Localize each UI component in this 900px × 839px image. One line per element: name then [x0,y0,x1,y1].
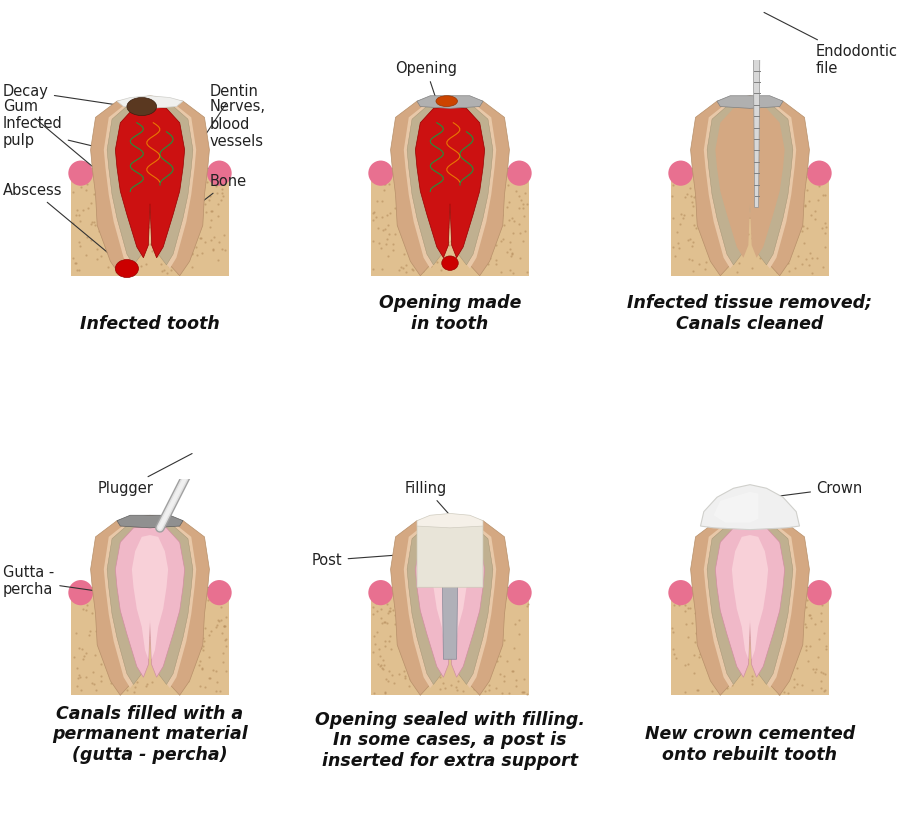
Polygon shape [104,519,196,688]
Polygon shape [442,537,458,659]
Ellipse shape [669,580,693,605]
Polygon shape [717,96,783,108]
Text: Decay: Decay [3,84,138,108]
Polygon shape [115,526,184,677]
Ellipse shape [507,580,532,605]
Text: Endodontic
file: Endodontic file [764,13,898,76]
Polygon shape [670,168,829,276]
Polygon shape [391,515,509,696]
Polygon shape [432,535,468,659]
Text: Nerves,
blood
vessels: Nerves, blood vessels [182,99,266,158]
Text: Dentin: Dentin [200,84,259,143]
Polygon shape [107,102,193,265]
Polygon shape [700,485,799,529]
Polygon shape [115,107,184,258]
Ellipse shape [807,580,832,605]
Polygon shape [416,107,484,258]
Polygon shape [391,96,509,276]
Ellipse shape [436,96,457,107]
Polygon shape [107,521,193,685]
Polygon shape [71,587,229,696]
Text: Opening sealed with filling.
In some cases, a post is
inserted for extra support: Opening sealed with filling. In some cas… [315,711,585,770]
Text: Bone: Bone [202,174,248,202]
Polygon shape [690,515,809,696]
Ellipse shape [807,160,832,185]
Polygon shape [104,99,196,268]
Polygon shape [404,99,496,268]
Ellipse shape [368,160,393,185]
Polygon shape [417,513,483,528]
Polygon shape [131,535,168,659]
Text: Gum: Gum [3,99,95,169]
Polygon shape [704,519,796,688]
Ellipse shape [68,580,93,605]
Text: Infected tissue removed;
Canals cleaned: Infected tissue removed; Canals cleaned [627,294,873,333]
Polygon shape [407,102,493,265]
Text: Filling: Filling [405,481,448,513]
Text: New crown cemented
onto rebuilt tooth: New crown cemented onto rebuilt tooth [645,726,855,764]
Text: Post: Post [312,551,446,568]
Polygon shape [407,521,493,685]
Polygon shape [707,521,793,685]
Ellipse shape [207,580,231,605]
Ellipse shape [507,160,532,185]
Polygon shape [707,102,793,265]
Polygon shape [716,107,785,258]
Ellipse shape [207,160,231,185]
Text: Infected
pulp: Infected pulp [3,116,121,153]
Polygon shape [371,168,529,276]
Polygon shape [670,587,829,696]
Polygon shape [751,0,763,3]
Polygon shape [690,96,809,276]
Polygon shape [416,526,484,677]
Polygon shape [71,168,229,276]
Polygon shape [117,96,183,108]
Text: Plugger: Plugger [98,454,192,496]
Polygon shape [716,526,785,677]
Polygon shape [417,517,483,587]
Ellipse shape [669,160,693,185]
Polygon shape [117,515,183,528]
Polygon shape [371,587,529,696]
Text: Opening made
in tooth: Opening made in tooth [379,294,521,333]
Text: Crown: Crown [772,481,862,497]
Text: Canals filled with a
permanent material
(gutta - percha): Canals filled with a permanent material … [52,705,248,764]
Polygon shape [704,99,796,268]
Ellipse shape [127,97,157,116]
Text: Abscess: Abscess [3,183,125,267]
Ellipse shape [442,256,458,270]
Polygon shape [753,3,760,207]
Text: Infected tooth: Infected tooth [80,315,220,333]
Polygon shape [714,492,758,523]
Ellipse shape [368,580,393,605]
Polygon shape [732,535,768,659]
Polygon shape [404,519,496,688]
Text: Opening: Opening [395,61,457,98]
Polygon shape [91,515,210,696]
Text: Gutta -
percha: Gutta - percha [3,565,130,597]
Ellipse shape [68,160,93,185]
Polygon shape [91,96,210,276]
Polygon shape [417,96,483,108]
Ellipse shape [115,259,139,278]
